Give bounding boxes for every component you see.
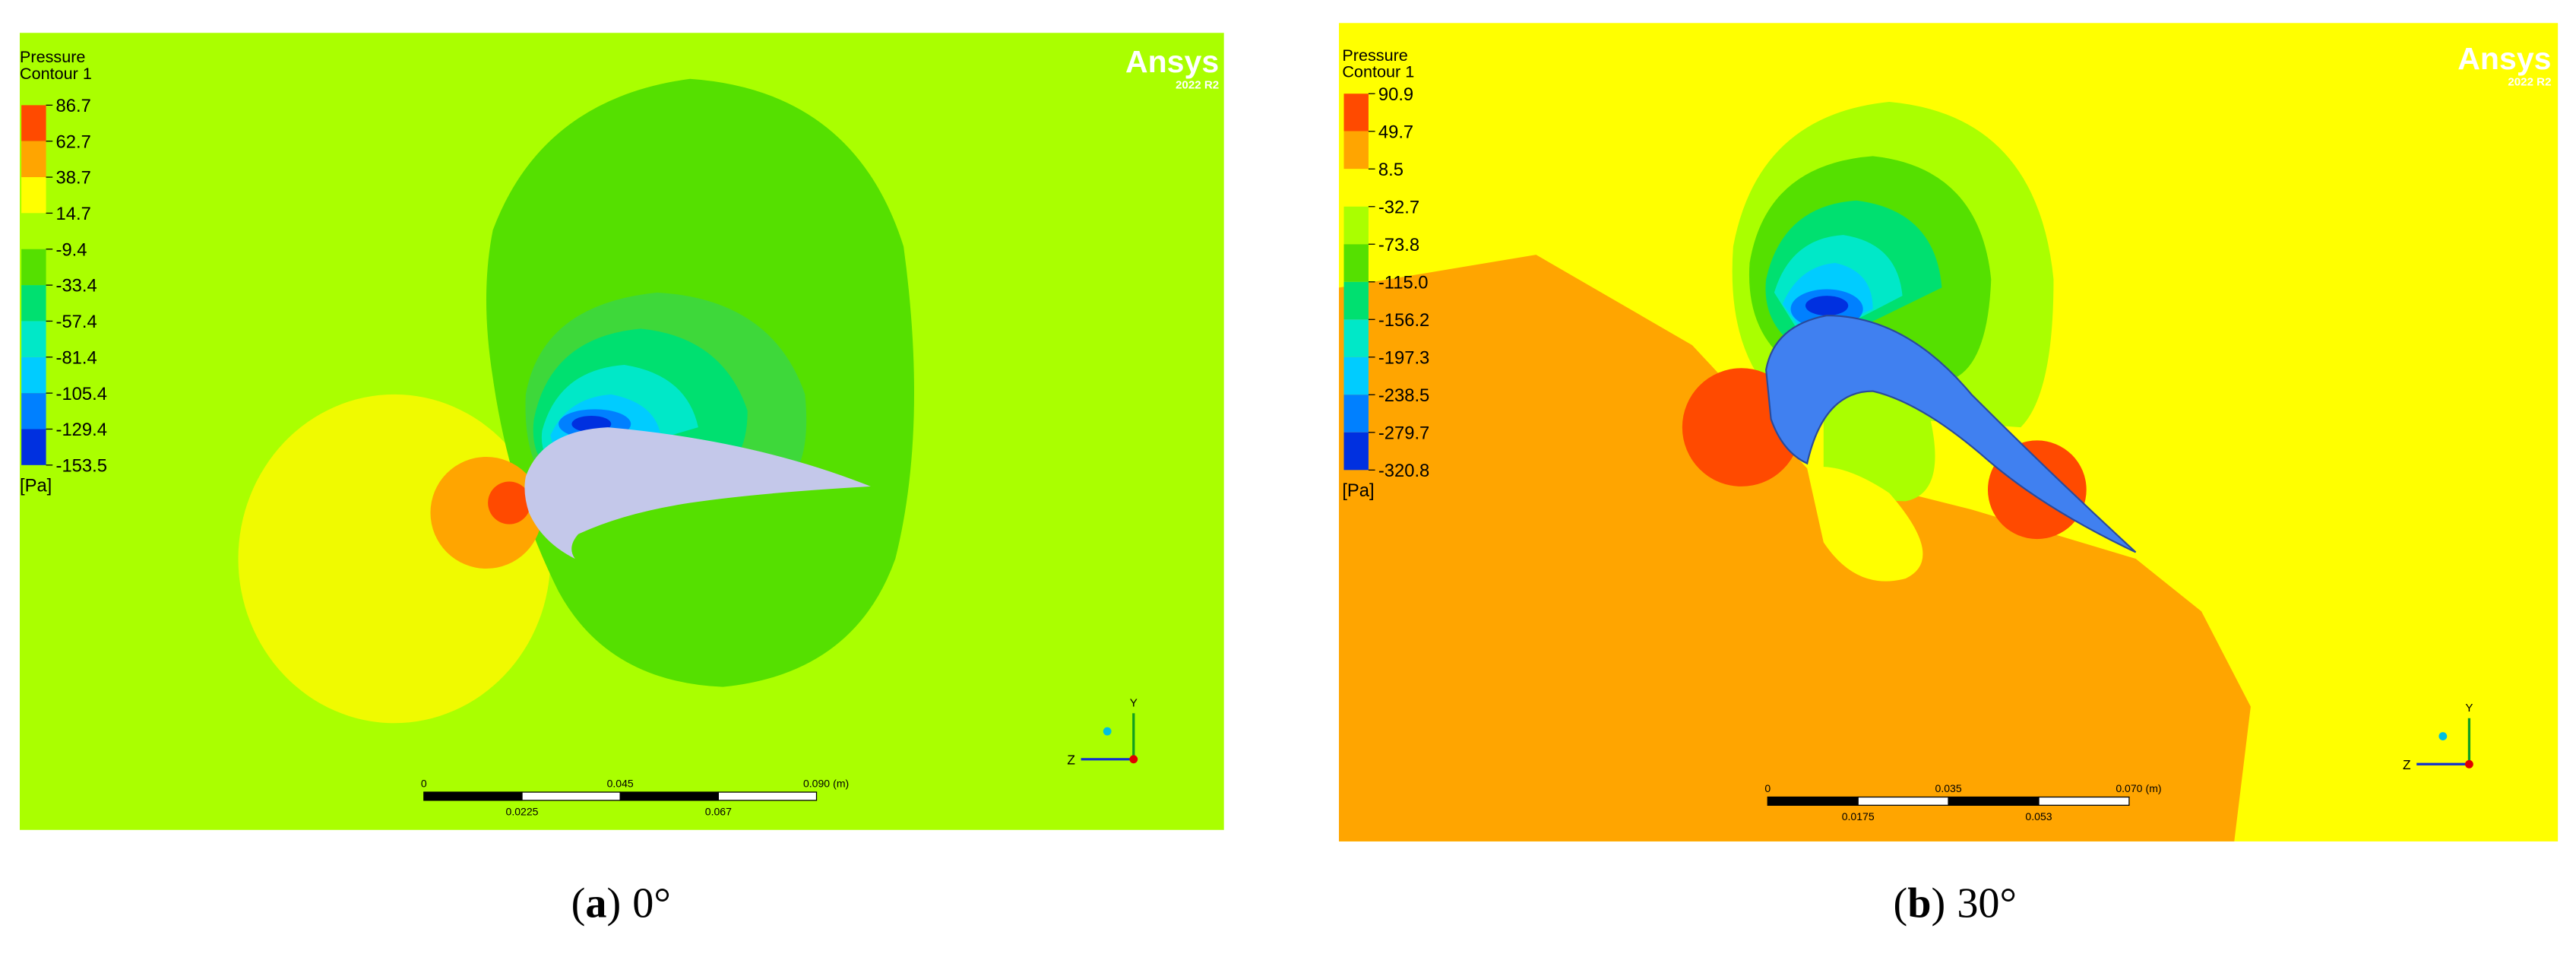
legend-swatch (21, 213, 46, 249)
legend-level: 49.7 (1378, 122, 1413, 142)
caption-letter: b (1907, 880, 1931, 927)
axis-label-y: Y (2465, 702, 2473, 715)
legend-unit: [Pa] (20, 475, 52, 496)
scale-segment (1857, 796, 1949, 806)
axis-origin (1129, 755, 1138, 764)
legend-level: -238.5 (1378, 385, 1429, 406)
axis-label-z: Z (2403, 757, 2411, 772)
legend-level: -115.0 (1378, 272, 1429, 293)
legend-level: -57.4 (56, 312, 97, 332)
legend-level: 62.7 (56, 132, 91, 152)
scale-label: 0.0175 (1842, 810, 1875, 822)
scale-segment (521, 791, 621, 801)
legend-unit: [Pa] (1342, 480, 1374, 501)
scale-segment (2038, 796, 2130, 806)
logo: Ansys (2457, 41, 2551, 76)
legend-swatch (21, 357, 46, 394)
legend-level: -73.8 (1378, 235, 1419, 255)
scale-label: 0.053 (2025, 810, 2052, 822)
scale-label: 0.045 (607, 778, 634, 790)
logo-version: 2022 R2 (1176, 79, 1219, 92)
contour-plot-b (1339, 23, 2559, 841)
scale-label: 0 (421, 778, 427, 790)
legend-swatch (1343, 131, 1369, 170)
legend-swatch (21, 429, 46, 465)
legend-level: -81.4 (56, 347, 97, 368)
logo: Ansys (1125, 44, 1219, 79)
caption-text: 30° (1957, 880, 2017, 927)
legend-title: Contour 1 (20, 64, 92, 83)
legend-level: 90.9 (1378, 84, 1413, 105)
legend-level: -129.4 (56, 420, 107, 440)
legend-swatch (21, 285, 46, 322)
scale-unit: (m) (2146, 782, 2162, 794)
legend-swatch (1343, 281, 1369, 320)
legend-swatch (21, 321, 46, 357)
legend-title: Pressure (20, 47, 85, 66)
axis-label-z: Z (1067, 752, 1075, 767)
caption: (b) 30° (1893, 880, 2017, 927)
scale-segment (619, 791, 719, 801)
scale-label: 0.035 (1935, 782, 1962, 794)
axis-origin (2465, 759, 2473, 769)
contour-plot-a (19, 33, 1224, 830)
scale-label: 0.0225 (506, 805, 539, 817)
caption-text: 0° (632, 880, 671, 927)
legend-swatch (1343, 206, 1369, 245)
legend-level: 86.7 (56, 96, 91, 116)
legend-level: -156.2 (1378, 310, 1429, 331)
legend-level: -9.4 (56, 239, 87, 260)
legend-level: -153.5 (56, 455, 107, 476)
legend-swatch (1343, 93, 1369, 132)
legend-swatch (1343, 169, 1369, 207)
legend-swatch (1343, 244, 1369, 282)
legend-level: -105.4 (56, 384, 107, 404)
scale-label: 0 (1764, 782, 1771, 794)
legend-level: -33.4 (56, 276, 97, 296)
scale-label: 0.067 (705, 805, 732, 817)
legend-swatch (1343, 357, 1369, 395)
legend-swatch (1343, 395, 1369, 433)
caption-letter: a (585, 880, 606, 927)
scale-segment (1948, 796, 2040, 806)
scale-unit: (m) (833, 778, 849, 790)
axis-x (2438, 732, 2448, 740)
caption-open: ( (1893, 880, 1907, 927)
legend-level: 8.5 (1378, 160, 1404, 180)
legend-swatch (1343, 319, 1369, 357)
legend-swatch (21, 393, 46, 429)
caption: (a) 0° (571, 880, 671, 927)
legend-swatch (21, 105, 46, 141)
scale-segment (717, 791, 818, 801)
caption-open: ( (571, 880, 586, 927)
scale-label: 0.070 (2116, 782, 2142, 794)
legend-level: 14.7 (56, 204, 91, 224)
caption-close: ) (1931, 880, 1945, 927)
scale-segment (1767, 796, 1859, 806)
legend-level: -279.7 (1378, 423, 1429, 443)
legend-swatch (21, 249, 46, 286)
legend-swatch (21, 177, 46, 214)
logo-version: 2022 R2 (2508, 75, 2551, 88)
scale-label: 0.090 (803, 778, 830, 790)
caption-close: ) (606, 880, 621, 927)
axis-x (1103, 727, 1112, 736)
scale-segment (423, 791, 523, 801)
axis-label-y: Y (1130, 697, 1138, 710)
legend-level: 38.7 (56, 168, 91, 189)
legend-title: Contour 1 (1342, 62, 1414, 81)
legend-swatch (1343, 432, 1369, 471)
legend-level: -320.8 (1378, 461, 1429, 481)
legend-level: -197.3 (1378, 347, 1429, 368)
legend-title: Pressure (1342, 46, 1407, 65)
legend-level: -32.7 (1378, 197, 1419, 217)
legend-swatch (21, 141, 46, 178)
